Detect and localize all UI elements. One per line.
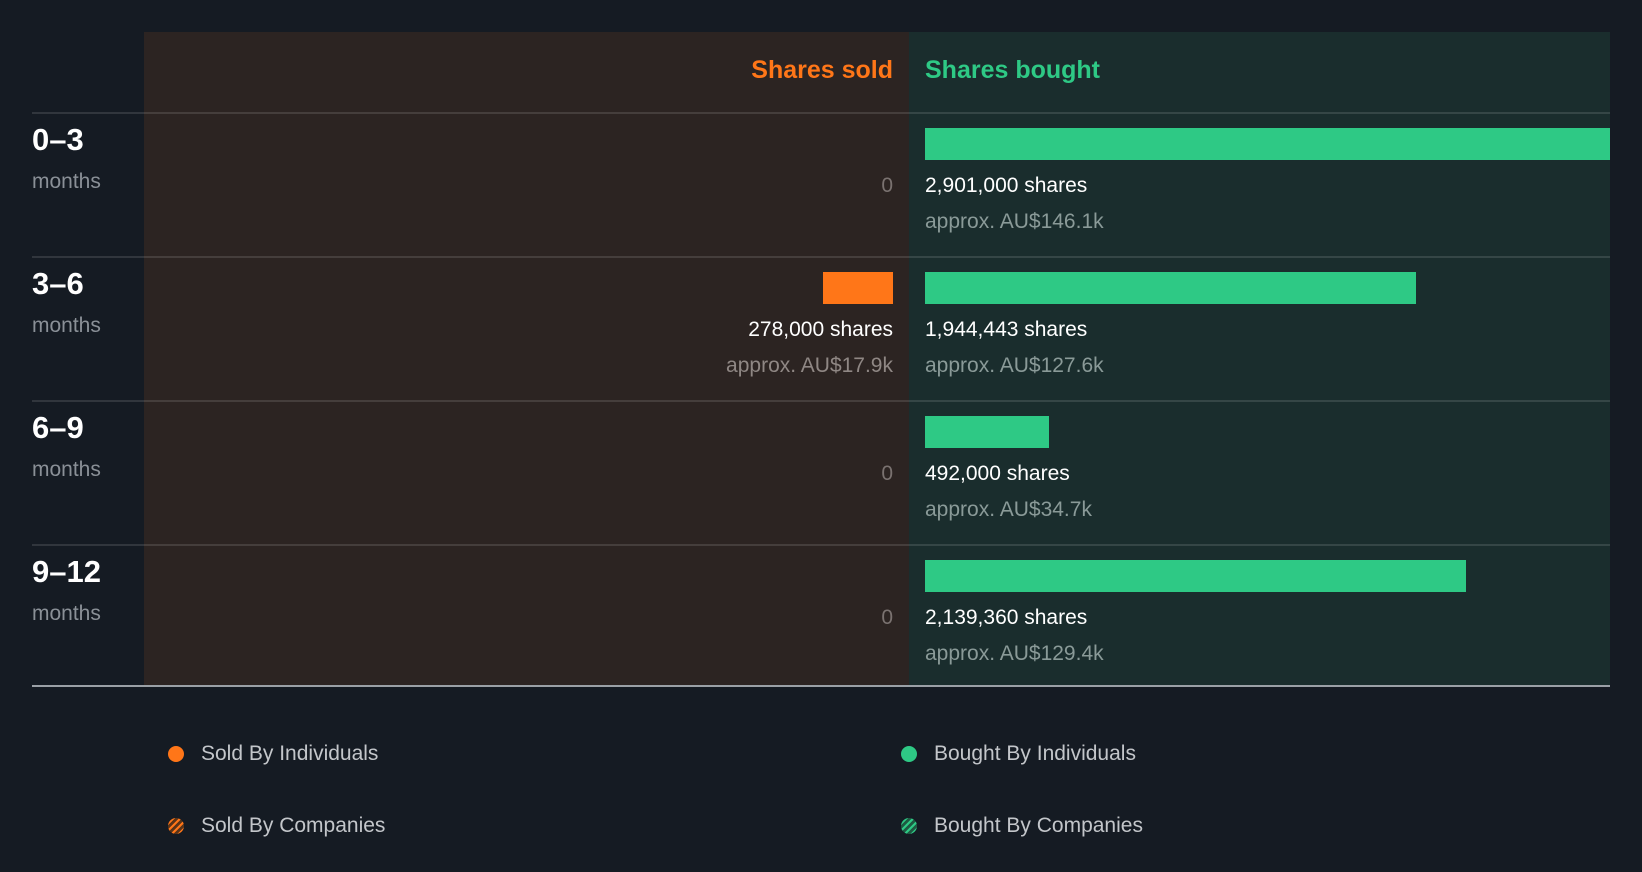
period-unit: months (32, 170, 101, 193)
bought-approx-value: approx. AU$129.4k (925, 642, 1104, 665)
orange-hatched-dot-icon (168, 818, 184, 834)
legend-label: Bought By Companies (934, 814, 1143, 837)
bought-approx-value: approx. AU$127.6k (925, 354, 1104, 377)
period-row-9-12: 9–12 months 0 2,139,360 shares approx. A… (0, 544, 1642, 688)
bought-bar[interactable] (925, 128, 1610, 160)
sold-shares-value: 0 (881, 462, 893, 485)
legend-label: Sold By Individuals (201, 742, 379, 765)
period-label: 6–9 (32, 410, 84, 445)
bought-bar[interactable] (925, 416, 1049, 448)
green-hatched-dot-icon (901, 818, 917, 834)
bought-shares-value: 492,000 shares (925, 462, 1070, 485)
legend-bought-by-companies[interactable]: Bought By Companies (901, 814, 1143, 838)
bought-shares-value: 2,901,000 shares (925, 174, 1088, 197)
bought-approx-value: approx. AU$146.1k (925, 210, 1104, 233)
orange-dot-icon (168, 746, 184, 762)
period-label: 9–12 (32, 554, 101, 589)
legend-label: Bought By Individuals (934, 742, 1136, 765)
period-unit: months (32, 602, 101, 625)
green-dot-icon (901, 746, 917, 762)
sold-shares-value: 278,000 shares (748, 318, 893, 341)
legend-label: Sold By Companies (201, 814, 386, 837)
legend-sold-by-individuals[interactable]: Sold By Individuals (168, 742, 378, 766)
shares-bought-header: Shares bought (925, 56, 1101, 84)
bought-shares-value: 2,139,360 shares (925, 606, 1088, 629)
period-row-3-6: 3–6 months 278,000 shares approx. AU$17.… (0, 256, 1642, 400)
bought-bar[interactable] (925, 272, 1416, 304)
shares-sold-header: Shares sold (751, 56, 893, 84)
legend-sold-by-companies[interactable]: Sold By Companies (168, 814, 385, 838)
sold-bar[interactable] (823, 272, 893, 304)
period-unit: months (32, 458, 101, 481)
divider (32, 400, 1610, 402)
divider (32, 256, 1610, 258)
bought-approx-value: approx. AU$34.7k (925, 498, 1092, 521)
sold-shares-value: 0 (881, 174, 893, 197)
bought-bar[interactable] (925, 560, 1466, 592)
period-row-0-3: 0–3 months 0 2,901,000 shares approx. AU… (0, 112, 1642, 256)
sold-panel (144, 32, 909, 686)
period-row-6-9: 6–9 months 0 492,000 shares approx. AU$3… (0, 400, 1642, 544)
sold-approx-value: approx. AU$17.9k (726, 354, 893, 377)
sold-shares-value: 0 (881, 606, 893, 629)
period-unit: months (32, 314, 101, 337)
axis-baseline (32, 685, 1610, 687)
period-label: 0–3 (32, 122, 84, 157)
divider (32, 544, 1610, 546)
period-label: 3–6 (32, 266, 84, 301)
divider (32, 112, 1610, 114)
bought-shares-value: 1,944,443 shares (925, 318, 1088, 341)
legend-bought-by-individuals[interactable]: Bought By Individuals (901, 742, 1136, 766)
